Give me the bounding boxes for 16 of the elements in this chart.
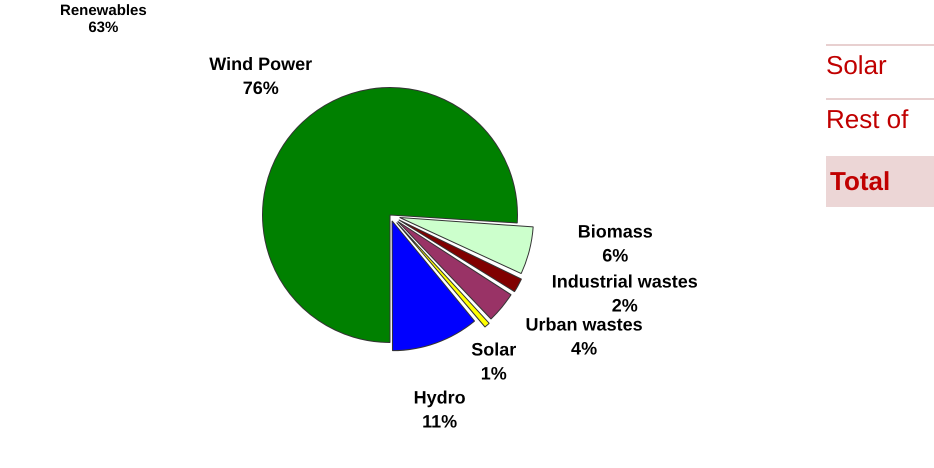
data-label: 2% xyxy=(612,296,638,316)
slice-label: Solar xyxy=(471,340,516,360)
slice-label: Wind Power xyxy=(209,54,312,74)
data-label: 4% xyxy=(571,338,598,359)
data-label: 11% xyxy=(422,411,458,432)
text: Total xyxy=(826,156,934,207)
data-label: 6% xyxy=(602,246,628,266)
data-label: 1% xyxy=(480,364,507,384)
slice-label: Biomass xyxy=(578,222,653,242)
text: Rest of xyxy=(826,98,934,135)
data-label: 76% xyxy=(242,78,279,98)
slice-label: Hydro xyxy=(414,387,466,408)
text: Renewables 63% xyxy=(60,2,147,36)
slice-label: Urban wastes xyxy=(526,314,643,335)
slice-label: Industrial wastes xyxy=(552,272,698,292)
text: Solar xyxy=(826,44,934,81)
